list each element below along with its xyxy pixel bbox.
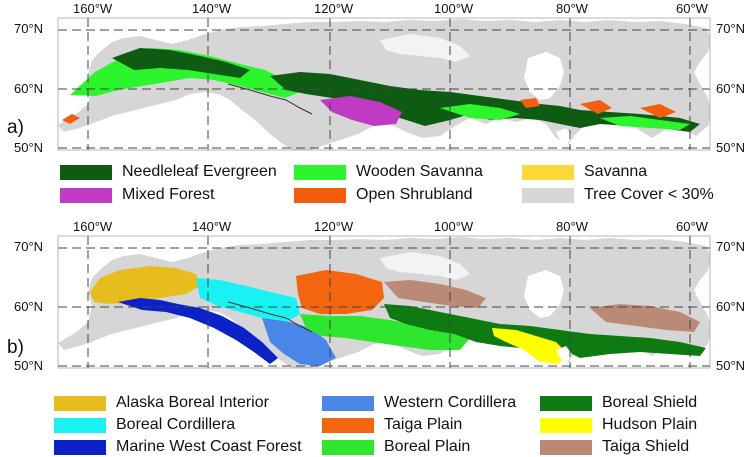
lat-label-60n-right-b: 60°N: [716, 299, 746, 314]
lat-label-50n-left: 50°N: [14, 140, 44, 155]
needleleaf-alaska: [112, 48, 250, 78]
legend-label: Boreal Cordillera: [116, 416, 236, 433]
legend-item-boreal-plain: Boreal Plain: [322, 438, 470, 456]
legend-swatch: [522, 164, 574, 180]
legend-swatch: [60, 164, 112, 180]
panel-a-map: [57, 17, 711, 151]
legend-item-tree-cover: Tree Cover < 30%: [522, 186, 714, 204]
lat-label-60n-left-b: 60°N: [14, 299, 44, 314]
legend-label: Mixed Forest: [122, 186, 215, 203]
lon-label-100w-b: 100°W: [434, 219, 474, 234]
taiga-plain: [296, 270, 384, 314]
legend-label: Open Shrubland: [356, 186, 473, 203]
legend-item-taiga-plain: Taiga Plain: [322, 416, 462, 434]
legend-swatch: [54, 417, 106, 433]
legend-item-needleleaf-evergreen: Needleleaf Evergreen: [60, 163, 277, 181]
legend-item-alaska-boreal-interior: Alaska Boreal Interior: [54, 394, 269, 412]
lat-label-70n-left: 70°N: [14, 21, 44, 36]
lon-label-80w-b: 80°W: [556, 219, 588, 234]
legend-label: Western Cordillera: [384, 394, 517, 411]
lon-label-140w-b: 140°W: [192, 219, 232, 234]
legend-swatch: [294, 187, 346, 203]
legend-item-western-cordillera: Western Cordillera: [322, 394, 516, 412]
legend-label: Savanna: [584, 163, 648, 180]
needleleaf-boreal: [270, 72, 700, 132]
legend-swatch: [540, 439, 592, 455]
legend-swatch: [294, 164, 346, 180]
lon-label-160w: 160°W: [73, 1, 113, 16]
taiga-shield-west: [384, 280, 486, 308]
lat-label-60n-left: 60°N: [14, 81, 44, 96]
legend-item-wooden-savanna: Wooden Savanna: [294, 163, 483, 181]
lat-label-70n-right: 70°N: [716, 21, 746, 36]
legend-label: Needleleaf Evergreen: [122, 163, 277, 180]
lon-label-140w: 140°W: [192, 1, 232, 16]
legend-label: Alaska Boreal Interior: [116, 394, 269, 411]
hudson-plain: [492, 328, 568, 364]
panel-b-grid: [58, 236, 710, 368]
legend-swatch: [54, 439, 106, 455]
legend-label: Boreal Shield: [602, 394, 698, 411]
lon-label-120w-b: 120°W: [314, 219, 354, 234]
legend-label: Tree Cover < 30%: [584, 186, 714, 203]
legend-item-mixed-forest: Mixed Forest: [60, 186, 214, 204]
legend-item-savanna: Savanna: [522, 163, 647, 181]
marine-west-coast: [118, 298, 278, 364]
lat-label-50n-left-b: 50°N: [14, 358, 44, 373]
legend-label: Taiga Shield: [602, 438, 690, 455]
panel-a-grid: [58, 18, 710, 150]
wooded-savanna-east: [440, 104, 520, 120]
legend-item-taiga-shield: Taiga Shield: [540, 438, 689, 456]
legend-label: Taiga Plain: [384, 416, 463, 433]
legend-swatch: [322, 417, 374, 433]
lat-label-70n-right-b: 70°N: [716, 239, 746, 254]
legend-item-hudson-plain: Hudson Plain: [540, 416, 697, 434]
panel-b-letter: b): [7, 337, 24, 358]
legend-item-marine-west-coast-forest: Marine West Coast Forest: [54, 438, 302, 456]
open-shrubland-ne: [520, 98, 676, 118]
legend-swatch: [540, 417, 592, 433]
boreal-plain: [300, 314, 470, 350]
panel-b-map: [57, 235, 711, 369]
legend-label: Boreal Plain: [384, 438, 471, 455]
legend-swatch: [60, 187, 112, 203]
wooded-savanna-east2: [600, 116, 690, 130]
panel-a-letter: a): [7, 117, 24, 138]
western-cordillera: [262, 318, 336, 366]
legend-label: Hudson Plain: [602, 416, 698, 433]
boreal-cordillera: [196, 278, 300, 322]
legend-item-boreal-shield: Boreal Shield: [540, 394, 697, 412]
legend-label: Marine West Coast Forest: [116, 438, 302, 455]
legend-label: Wooden Savanna: [356, 163, 483, 180]
lat-label-50n-right-b: 50°N: [716, 358, 746, 373]
lon-label-60w-b: 60°W: [676, 219, 708, 234]
legend-item-boreal-cordillera: Boreal Cordillera: [54, 416, 235, 434]
lat-label-60n-right: 60°N: [716, 81, 746, 96]
alaska-boreal-interior: [90, 266, 200, 304]
open-shrubland-ak: [62, 114, 80, 124]
mixed-forest-region: [320, 96, 402, 126]
legend-item-open-shrubland: Open Shrubland: [294, 186, 473, 204]
lon-label-60w: 60°W: [676, 1, 708, 16]
lat-label-70n-left-b: 70°N: [14, 239, 44, 254]
boreal-shield: [384, 304, 706, 358]
lon-label-80w: 80°W: [556, 1, 588, 16]
lon-label-120w: 120°W: [314, 1, 354, 16]
legend-swatch: [322, 395, 374, 411]
lon-label-100w: 100°W: [434, 1, 474, 16]
lat-label-50n-right: 50°N: [716, 140, 746, 155]
lon-label-160w-b: 160°W: [73, 219, 113, 234]
legend-swatch: [54, 395, 106, 411]
legend-swatch: [522, 187, 574, 203]
taiga-shield-east: [590, 304, 700, 332]
legend-swatch: [540, 395, 592, 411]
legend-swatch: [322, 439, 374, 455]
